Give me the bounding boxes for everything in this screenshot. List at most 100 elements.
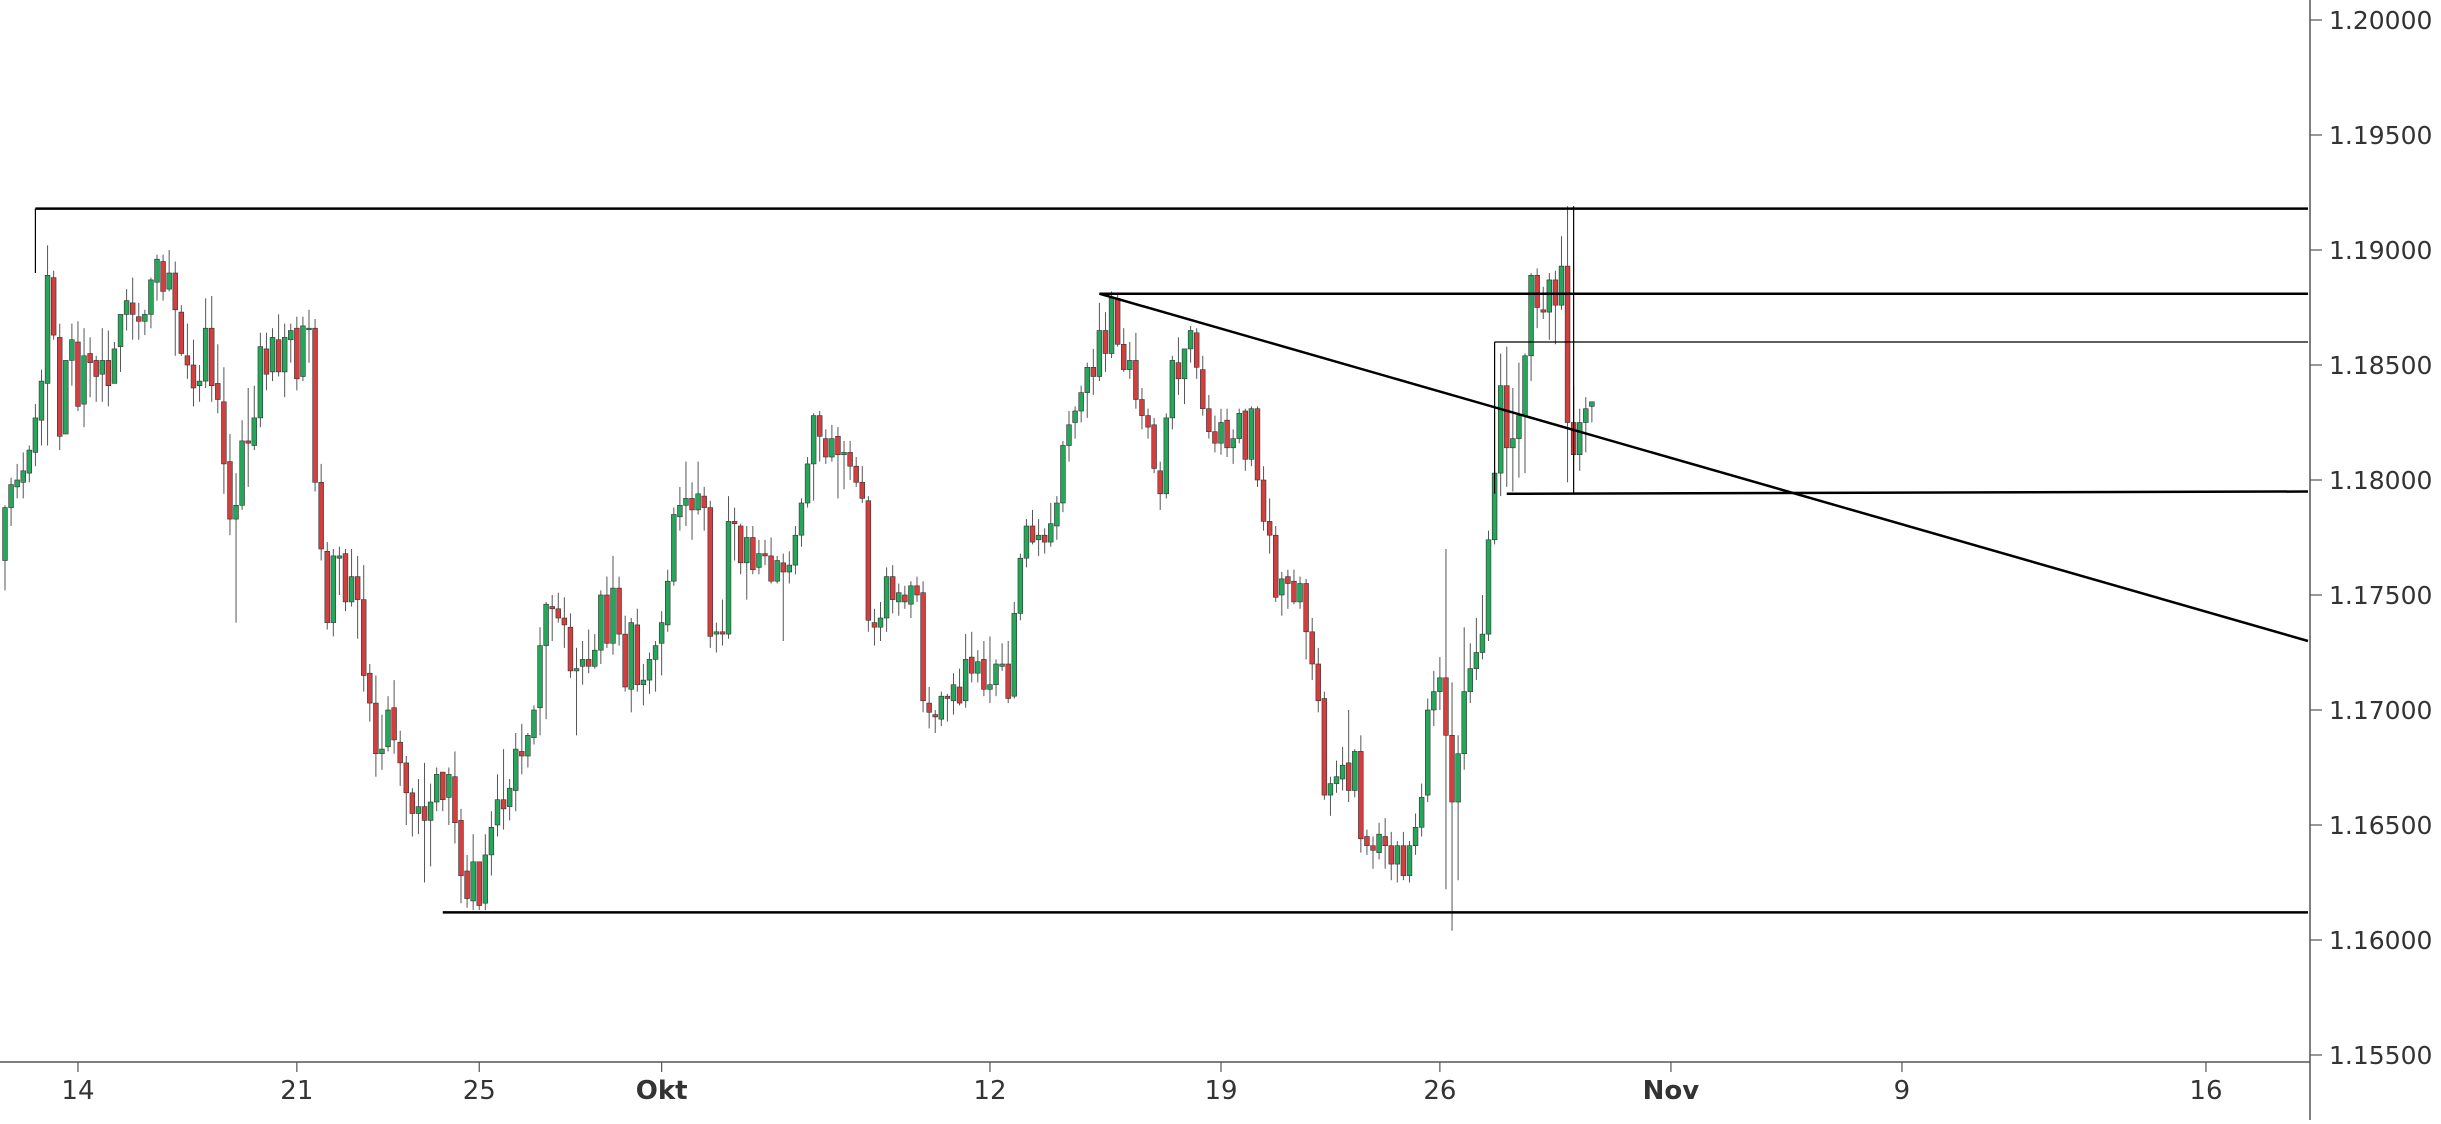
candle-body — [962, 659, 969, 702]
candle-body — [105, 360, 112, 386]
price-tick-label: 1.16500 — [2329, 811, 2432, 840]
candle — [93, 355, 99, 402]
candle-body — [1546, 279, 1553, 313]
candle — [902, 585, 908, 609]
candle-body — [1376, 833, 1382, 853]
candle — [26, 445, 33, 483]
candle-body — [1467, 668, 1473, 692]
support-line-mid[interactable] — [1506, 490, 2309, 496]
candle — [69, 323, 75, 386]
candle — [969, 631, 975, 683]
time-tick-label: 12 — [973, 1076, 1006, 1106]
candle-body — [1540, 309, 1546, 313]
candle-body — [117, 314, 124, 347]
candle-body — [464, 870, 470, 899]
candle-body — [744, 537, 750, 564]
candle-body — [1157, 470, 1163, 495]
candle — [1345, 710, 1352, 802]
candle-body — [896, 592, 902, 603]
candle — [1376, 822, 1382, 860]
candle — [1352, 749, 1358, 798]
candle — [798, 498, 805, 547]
candle — [415, 779, 422, 835]
candle-body — [707, 507, 713, 637]
candle-body — [26, 449, 33, 474]
candle — [257, 332, 264, 428]
candle-body — [762, 553, 768, 557]
candle — [847, 440, 853, 480]
candle-body — [397, 741, 403, 764]
candle-body — [330, 555, 337, 623]
price-tick-label: 1.18000 — [2329, 466, 2432, 495]
candle-body — [847, 452, 853, 467]
candle — [1005, 641, 1011, 704]
candle — [1510, 388, 1516, 492]
candle — [1200, 355, 1206, 416]
candle — [695, 461, 701, 515]
candle-body — [373, 702, 379, 754]
candle — [1364, 829, 1370, 855]
candle-body — [142, 314, 148, 322]
candle-body — [792, 534, 799, 566]
trendline-descending[interactable] — [1099, 292, 2309, 643]
candle — [689, 482, 695, 540]
candle-body — [1273, 534, 1279, 598]
candle — [1540, 286, 1546, 319]
candle-body — [1163, 417, 1169, 495]
candle — [32, 404, 39, 467]
candle — [160, 254, 166, 301]
candle-body — [1048, 523, 1054, 543]
candle-body — [1224, 419, 1230, 449]
candle — [744, 526, 750, 600]
candle — [999, 643, 1005, 671]
candle — [1455, 735, 1461, 881]
candle-body — [689, 498, 695, 511]
candle — [1522, 353, 1528, 474]
candle — [1418, 783, 1425, 837]
candle-body — [1029, 525, 1036, 543]
candle-body — [1534, 274, 1540, 308]
candle — [956, 668, 963, 706]
candle-body — [257, 346, 264, 419]
candle-body — [975, 661, 981, 674]
candle — [458, 808, 464, 904]
candle-body — [1394, 845, 1401, 865]
candle-body — [263, 348, 270, 375]
candle — [810, 413, 817, 501]
candle — [1339, 746, 1346, 791]
candle — [209, 296, 215, 402]
candle — [196, 365, 203, 402]
candle-body — [1285, 576, 1291, 584]
candle — [1048, 503, 1054, 547]
candle-body — [476, 861, 482, 906]
candle — [1321, 691, 1328, 800]
candle-body — [50, 277, 57, 336]
candle — [14, 463, 20, 499]
candle — [616, 576, 622, 646]
candle-body — [1400, 845, 1407, 876]
candle — [1412, 813, 1419, 855]
price-tick-label: 1.15500 — [2329, 1041, 2432, 1070]
candle-body — [440, 771, 446, 800]
candle-body — [1060, 445, 1066, 504]
candle-body — [391, 707, 397, 741]
candle-body — [1583, 408, 1589, 423]
candle — [1473, 618, 1480, 681]
candle-body — [1169, 360, 1176, 419]
candle — [877, 601, 884, 641]
candle-body — [239, 440, 245, 506]
candle-body — [1388, 845, 1394, 865]
candle — [786, 551, 793, 584]
candle-body — [1108, 297, 1115, 354]
candle — [1297, 576, 1303, 609]
candle — [513, 733, 519, 812]
candle-body — [519, 751, 525, 757]
candle — [421, 762, 428, 883]
candle-body — [537, 645, 543, 708]
candle — [269, 328, 276, 382]
candle-body — [1218, 422, 1224, 444]
candle — [750, 526, 756, 575]
annotation-lines — [34, 206, 2309, 914]
candle — [1181, 348, 1188, 405]
